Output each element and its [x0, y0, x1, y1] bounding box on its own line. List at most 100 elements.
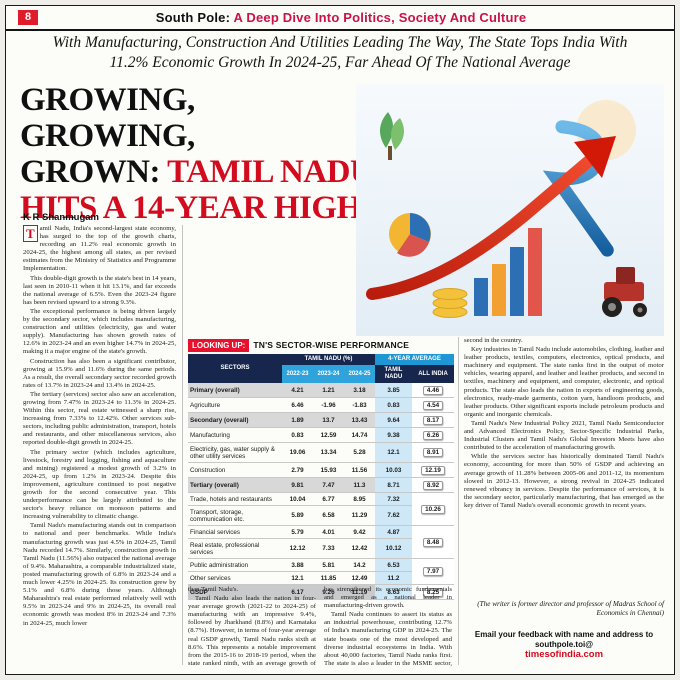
paragraph: second in the country.: [464, 337, 523, 344]
year-value-cell: 1.89: [282, 412, 313, 428]
table-row: Financial services 5.79 4.01 9.42 4.87 8.48: [188, 525, 454, 559]
year-value-cell: 5.89: [282, 505, 313, 526]
year-value-cell: 6.58: [313, 505, 344, 526]
year-value-cell: 4.01: [313, 525, 344, 539]
year-value-cell: 3.18: [344, 383, 375, 398]
table-row: Construction 2.79 15.93 11.56 10.03 12.19: [188, 462, 454, 478]
sector-cell: Other services: [188, 571, 282, 585]
hero-illustration: [356, 84, 664, 336]
sector-cell: Transport, storage, communication etc.: [188, 505, 282, 526]
sector-cell: GSDP: [188, 584, 282, 600]
year-value-cell: 1.21: [313, 383, 344, 398]
sector-cell: Manufacturing: [188, 427, 282, 443]
year-value-cell: 3.88: [282, 558, 313, 572]
performance-table-body: Primary (overall) 4.21 1.21 3.18 3.85 4.46 Agr…: [188, 383, 454, 600]
table-row: Other services 12.1 11.85 12.49 11.2: [188, 571, 454, 585]
col-header-avg-tamil-nadu: TAMIL NADU: [375, 365, 412, 383]
bar-chart-icon: [474, 228, 542, 316]
col-header-year-2: 2023-24: [313, 365, 344, 383]
all-india-cell: 8.48: [412, 525, 454, 559]
col-header-4-year-average: 4-YEAR AVERAGE: [375, 354, 454, 365]
sector-cell: Tertiary (overall): [188, 477, 282, 493]
section-title-red: A Deep Dive Into Politics, Society And C…: [230, 10, 527, 25]
year-value-cell: 6.77: [313, 492, 344, 506]
table-row: Tertiary (overall) 9.81 7.47 11.3 8.71 8.92: [188, 477, 454, 493]
illustration-graphic: [356, 84, 664, 336]
year-value-cell: 6.46: [282, 397, 313, 413]
tn-average-cell: 8.63: [375, 584, 412, 600]
section-title-black: South Pole:: [155, 10, 231, 25]
performance-table: SECTORS TAMIL NADU (%) 4-YEAR AVERAGE 20…: [188, 354, 454, 600]
paragraph: Tamil Nadu also leads the nation in four…: [188, 595, 316, 668]
tn-average-cell: 10.12: [375, 538, 412, 559]
table-row: Trade, hotels and restaurants 10.04 6.77 8.…: [188, 492, 454, 526]
year-value-cell: 11.56: [344, 462, 375, 478]
year-value-cell: 11.3: [344, 477, 375, 493]
year-value-cell: 9.81: [282, 477, 313, 493]
year-value-cell: 9.42: [344, 525, 375, 539]
all-india-value-chip: 8.92: [422, 480, 444, 490]
all-india-value-chip: 12.19: [421, 465, 445, 475]
all-india-cell: 4.46: [412, 383, 454, 398]
year-value-cell: 12.12: [282, 538, 313, 559]
sector-cell: Secondary (overall): [188, 412, 282, 428]
drop-cap: T: [23, 225, 38, 242]
paragraph: Key industries in Tamil Nadu include aut…: [464, 346, 664, 418]
col-header-avg-all-india: ALL INDIA: [412, 365, 454, 383]
year-value-cell: 7.33: [313, 538, 344, 559]
tn-average-cell: 9.38: [375, 427, 412, 443]
sector-cell: Real estate, professional services: [188, 538, 282, 559]
all-india-cell: 8.91: [412, 442, 454, 463]
all-india-cell: 8.92: [412, 477, 454, 493]
tn-average-cell: 7.32: [375, 492, 412, 506]
headline-line-2: GROWN: TAMIL NADU: [20, 154, 374, 190]
growth-arrow-icon: [366, 136, 616, 300]
paragraph: than Tamil Nadu's.: [188, 586, 239, 593]
year-value-cell: 14.74: [344, 427, 375, 443]
table-row: Secondary (overall) 1.89 13.7 13.43 9.64 8.17: [188, 412, 454, 428]
year-value-cell: 19.06: [282, 442, 313, 463]
paragraph: Tamil Nadu's New Industrial Policy 2021,…: [464, 419, 664, 452]
year-value-cell: 10.04: [282, 492, 313, 506]
all-india-value-chip: 7.97: [422, 567, 444, 576]
tn-average-cell: 6.53: [375, 558, 412, 572]
col-header-year-1: 2022-23: [282, 365, 313, 383]
sector-cell: Agriculture: [188, 397, 282, 413]
table-row: GSDP 6.17 9.26 11.19 8.63 8.25: [188, 584, 454, 600]
page-number: 8: [18, 10, 38, 25]
year-value-cell: -1.83: [344, 397, 375, 413]
year-value-cell: -1.96: [313, 397, 344, 413]
year-value-cell: 9.26: [313, 584, 344, 600]
headline-line-3: HITS A 14-YEAR HIGH: [20, 190, 362, 226]
year-value-cell: 11.85: [313, 571, 344, 585]
paragraph: The exceptional performance is being dri…: [23, 307, 176, 356]
table-row: Manufacturing 0.83 12.59 14.74 9.38 6.26: [188, 427, 454, 443]
all-india-cell: 8.25: [412, 584, 454, 600]
headline-line-1: GROWING, GROWING,: [20, 82, 195, 154]
tractor-icon: [602, 267, 647, 317]
sector-cell: Public administration: [188, 558, 282, 572]
year-value-cell: 12.59: [313, 427, 344, 443]
sector-performance-panel: LOOKING UP: TN'S SECTOR-WISE PERFORMANCE…: [188, 338, 454, 600]
page-frame: 8 South Pole: A Deep Dive Into Politics,…: [5, 5, 675, 675]
column-divider: [182, 225, 183, 665]
year-value-cell: 15.93: [313, 462, 344, 478]
headline: GROWING, GROWING, GROWN: TAMIL NADU HITS…: [20, 82, 376, 226]
table-row: Primary (overall) 4.21 1.21 3.18 3.85 4.46: [188, 383, 454, 398]
year-value-cell: 13.43: [344, 412, 375, 428]
all-india-value-chip: 4.54: [422, 400, 444, 410]
byline: K R Shanmugam: [23, 212, 100, 223]
paragraph: The primary sector (which includes agric…: [23, 448, 176, 521]
deck-standfirst: With Manufacturing, Construction And Uti…: [52, 34, 628, 71]
pie-chart-icon: [389, 213, 431, 257]
paragraph: The tertiary (services) sector also saw …: [23, 390, 176, 447]
all-india-value-chip: 8.17: [422, 415, 444, 425]
year-value-cell: 12.1: [282, 571, 313, 585]
all-india-value-chip: 8.25: [422, 587, 444, 597]
table-title-kicker: LOOKING UP:: [188, 338, 250, 352]
year-value-cell: 12.49: [344, 571, 375, 585]
all-india-value-chip: 10.26: [421, 504, 445, 514]
